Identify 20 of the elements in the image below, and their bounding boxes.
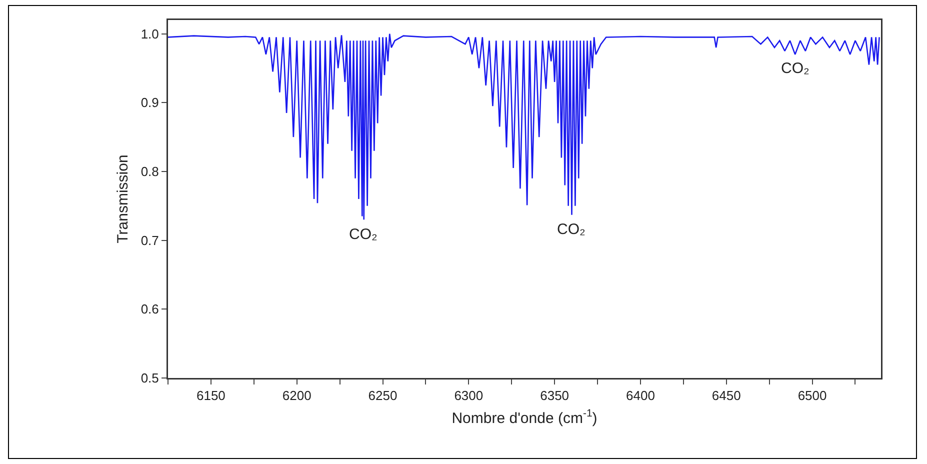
x-tick-label: 6400 (626, 388, 655, 404)
annotation: CO₂ (349, 226, 378, 243)
y-tick-label: 0.6 (140, 302, 159, 317)
x-tick-label: 6450 (712, 388, 741, 404)
x-axis-title: Nombre d'onde (cm$^{-1}$) (452, 408, 598, 427)
x-tick-label: 6350 (540, 388, 570, 404)
y-tick-label: 0.7 (140, 232, 159, 248)
x-tick-label: 6200 (282, 388, 312, 404)
annotation: CO₂ (781, 60, 810, 77)
y-axis-title: Transmission (114, 154, 132, 244)
annotation: CO₂ (557, 221, 586, 238)
y-tick-label: 0.5 (140, 370, 159, 386)
line-series (168, 33, 880, 220)
y-tick-label: 0.9 (140, 95, 159, 110)
x-tick-label: 6500 (798, 388, 827, 404)
x-tick-label: 6300 (454, 388, 484, 404)
y-tick-label: 1.0 (140, 26, 159, 42)
y-tick-label: 0.8 (140, 164, 159, 180)
x-tick-label: 6250 (368, 388, 398, 404)
x-tick-label: 6150 (196, 388, 226, 404)
